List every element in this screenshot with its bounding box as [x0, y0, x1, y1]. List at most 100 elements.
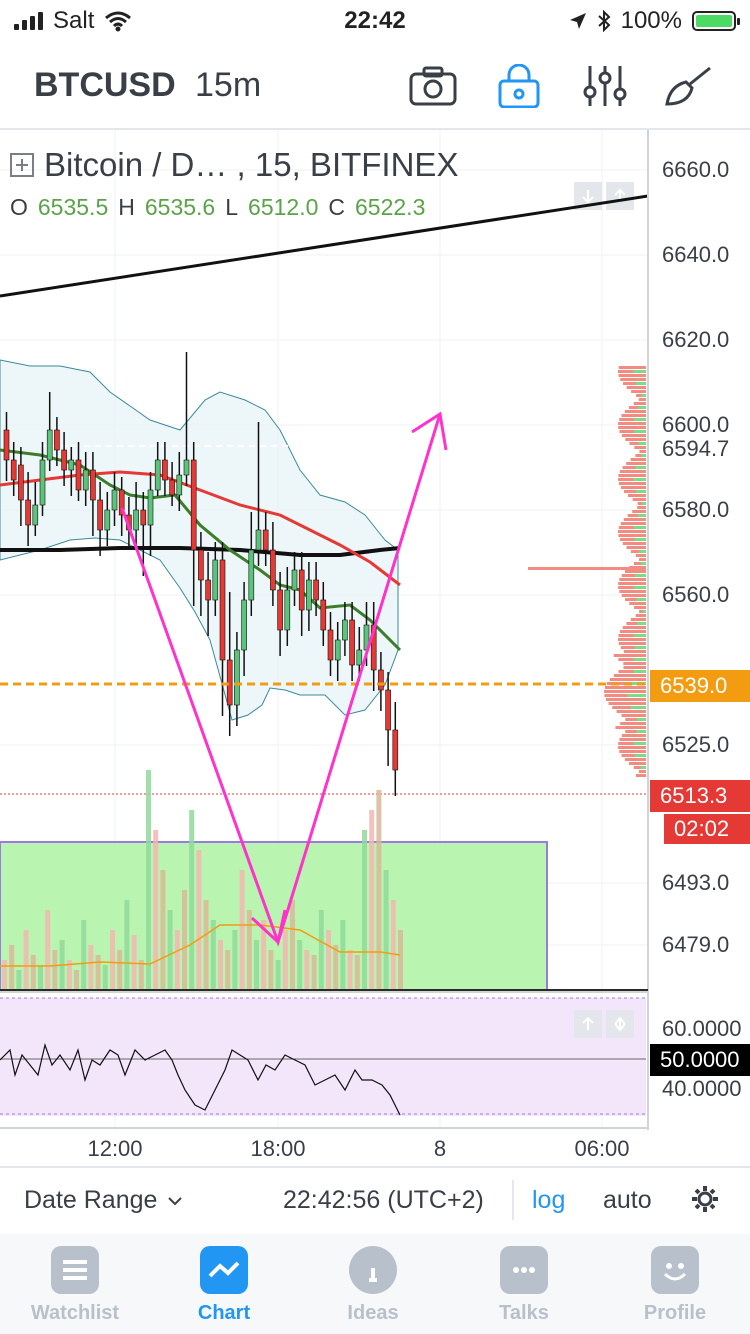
- candle-body: [82, 469, 89, 491]
- candle-body: [277, 589, 283, 631]
- log-scale-toggle[interactable]: log: [532, 1186, 566, 1214]
- volume-profile-bar: [637, 506, 646, 509]
- tab-ideas[interactable]: Ideas: [308, 1246, 438, 1325]
- trend-line: [0, 194, 649, 298]
- ohlc-readout: O 6535.5 H 6535.6 L 6512.0 C 6522.3: [10, 194, 425, 221]
- ohlc-close: 6522.3: [355, 194, 426, 220]
- candle-body: [75, 459, 82, 491]
- volume-profile-bar: [636, 730, 646, 733]
- tab-label: Profile: [643, 1302, 707, 1324]
- volume-profile-bar: [619, 430, 646, 433]
- volume-bar: [398, 930, 403, 990]
- candle-body: [97, 499, 103, 531]
- chart-bottom-bar: Date Range 22:42:56 (UTC+2) log auto: [0, 1166, 750, 1236]
- candle-body: [212, 559, 219, 601]
- price-tick: 6560.0: [662, 582, 730, 607]
- symbol-button[interactable]: BTCUSD: [34, 66, 176, 104]
- candle-body: [262, 529, 269, 551]
- tab-watchlist[interactable]: Watchlist: [10, 1246, 140, 1325]
- volume-profile-bar: [635, 774, 646, 777]
- volume-bar: [290, 900, 295, 990]
- volume-profile-bar: [633, 478, 646, 481]
- candle-body: [320, 599, 327, 631]
- auto-scale-toggle[interactable]: auto: [603, 1186, 652, 1214]
- indicators-icon[interactable]: [580, 64, 630, 108]
- candle-body: [90, 469, 96, 501]
- volume-profile-bar: [619, 578, 646, 581]
- volume-profile-bar: [621, 754, 646, 757]
- bluetooth-icon: [597, 10, 611, 32]
- watchlist-icon: [51, 1246, 99, 1294]
- volume-bar: [2, 960, 7, 990]
- volume-profile-bar: [620, 378, 646, 381]
- ohlc-h-label: H: [118, 194, 135, 220]
- volume-profile-bar: [636, 490, 646, 493]
- candle-body: [291, 569, 298, 591]
- ohlc-low: 6512.0: [248, 194, 319, 220]
- volume-bar: [362, 830, 367, 990]
- volume-profile-bar: [640, 562, 646, 565]
- price-tick: 6525.0: [662, 732, 730, 757]
- chart-area[interactable]: Bitcoin / D… , 15, BITFINEX O 6535.5 H 653…: [0, 130, 750, 1166]
- volume-profile-bar: [630, 706, 646, 709]
- candle-body: [118, 489, 125, 516]
- volume-bar: [383, 870, 389, 990]
- tab-profile[interactable]: Profile: [610, 1246, 740, 1325]
- ohlc-open: 6535.5: [37, 194, 109, 220]
- tab-label: Chart: [197, 1302, 251, 1324]
- volume-profile-bar: [633, 526, 646, 529]
- tab-chart[interactable]: Chart: [159, 1246, 289, 1325]
- volume-profile-bar: [619, 590, 646, 593]
- camera-icon[interactable]: [408, 64, 458, 108]
- candle-body: [342, 619, 348, 641]
- candle-body: [140, 509, 147, 526]
- candle-body: [3, 429, 10, 461]
- volume-profile-bar: [625, 718, 646, 721]
- volume-profile-bar: [641, 394, 646, 397]
- volume-bar: [390, 900, 396, 990]
- volume-profile-bar: [618, 474, 646, 477]
- volume-profile-bar: [619, 470, 646, 473]
- candle-body: [61, 449, 67, 471]
- volume-bar: [268, 950, 274, 990]
- candle-body: [46, 429, 53, 461]
- chevron-down-icon: [168, 1196, 183, 1205]
- chart-toolbar: BTCUSD 15m: [0, 40, 750, 130]
- price-chart[interactable]: [0, 130, 750, 1166]
- volume-profile-bar: [638, 398, 646, 401]
- interval-button[interactable]: 15m: [195, 66, 262, 104]
- volume-bar: [232, 930, 238, 990]
- volume-profile-bar: [625, 438, 646, 441]
- tab-talks[interactable]: Talks: [459, 1246, 589, 1325]
- volume-bar: [369, 810, 375, 990]
- lock-icon[interactable]: [494, 64, 544, 108]
- candle-body: [241, 599, 247, 651]
- drawing-tools-icon[interactable]: [664, 64, 714, 108]
- candle-body: [349, 619, 355, 666]
- divider: [512, 1180, 514, 1220]
- date-range-button[interactable]: Date Range: [24, 1186, 183, 1215]
- volume-bar: [354, 955, 360, 990]
- volume-bar: [333, 945, 339, 990]
- last-price-tag: 6513.3: [650, 780, 750, 812]
- volume-profile-bar: [639, 610, 646, 613]
- candle-body: [205, 579, 211, 601]
- volume-bar: [275, 960, 281, 990]
- volume-profile-bar: [635, 454, 646, 457]
- volume-profile-bar: [634, 446, 646, 449]
- gear-icon[interactable]: [690, 1184, 720, 1214]
- volume-bar: [218, 940, 223, 990]
- clock-timezone[interactable]: 22:42:56 (UTC+2): [283, 1186, 484, 1214]
- scale-buttons-rsi[interactable]: [574, 1010, 634, 1038]
- volume-profile-bar: [639, 550, 646, 553]
- chart-legend-title[interactable]: Bitcoin / D… , 15, BITFINEX: [10, 146, 458, 184]
- volume-profile-bar: [619, 418, 646, 421]
- volume-profile-bar: [623, 666, 646, 669]
- candles: [3, 352, 399, 796]
- volume-profile-bar: [621, 594, 646, 597]
- add-indicator-icon[interactable]: [10, 153, 34, 177]
- candle-body: [162, 459, 168, 481]
- volume-bar: [340, 920, 346, 990]
- volume-profile: [528, 366, 646, 777]
- volume-bar: [174, 930, 180, 990]
